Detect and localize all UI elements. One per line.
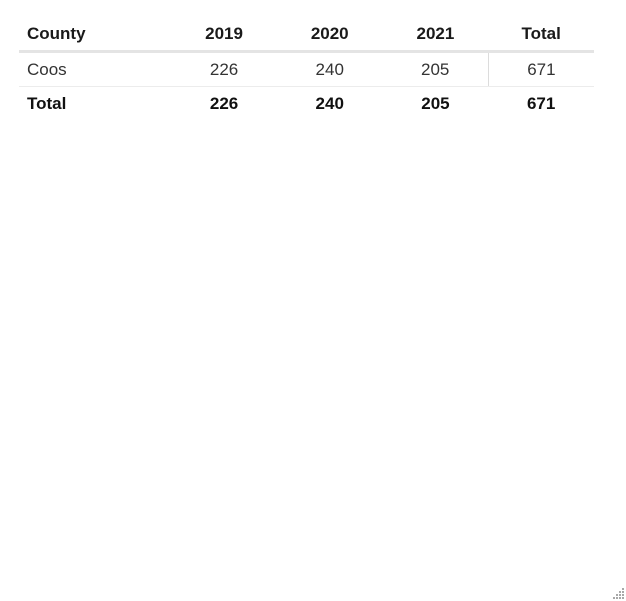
crosstab-table: County 2019 2020 2021 Total Coos 226 240… [19, 18, 594, 120]
header-2021[interactable]: 2021 [382, 18, 489, 53]
header-total[interactable]: Total [488, 18, 594, 53]
totals-2019: 226 [209, 93, 239, 113]
resize-grip-icon[interactable] [611, 586, 625, 600]
cell-total: 671 [487, 51, 594, 87]
header-2020[interactable]: 2020 [276, 18, 383, 53]
cell-2021: 205 [382, 51, 489, 87]
cell-2020: 240 [276, 51, 383, 87]
crosstab-table-container: County 2019 2020 2021 Total Coos 226 240… [19, 18, 594, 120]
totals-label: Total [27, 93, 67, 113]
totals-2021: 205 [421, 93, 450, 113]
cell-county: Coos [19, 51, 172, 87]
totals-total: 671 [526, 93, 556, 113]
totals-row[interactable]: Total 226 240 205 671 [19, 87, 594, 121]
totals-2020: 240 [315, 93, 344, 113]
header-row: County 2019 2020 2021 Total [19, 18, 594, 53]
cell-2019: 226 [171, 51, 277, 87]
header-county[interactable]: County [19, 18, 172, 53]
table-row[interactable]: Coos 226 240 205 671 [19, 51, 594, 87]
header-2019[interactable]: 2019 [171, 18, 277, 53]
